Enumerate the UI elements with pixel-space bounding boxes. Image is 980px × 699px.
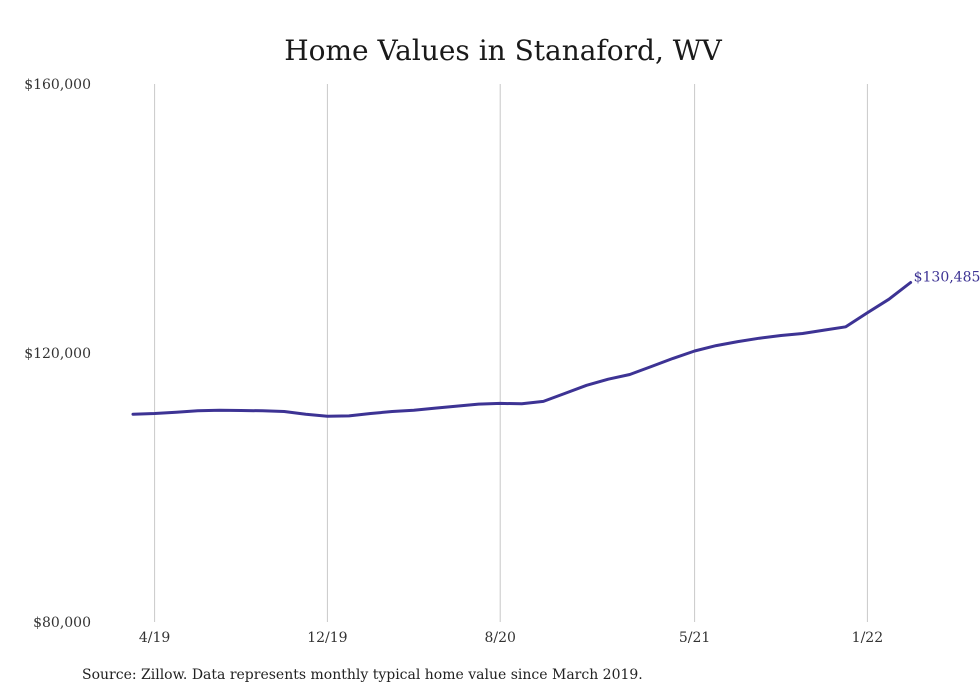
end-value-label: $130,485 [914, 269, 980, 285]
y-tick-label: $160,000 [24, 77, 91, 93]
x-tick-label: 1/22 [852, 630, 883, 646]
x-tick-label: 5/21 [679, 630, 710, 646]
x-tick-label: 8/20 [484, 630, 515, 646]
y-axis: $80,000 $120,000 $160,000 [24, 77, 91, 631]
y-tick-label: $120,000 [24, 346, 91, 362]
x-tick-label: 4/19 [139, 630, 170, 646]
x-tick-label: 12/19 [307, 630, 347, 646]
annotation-layer: $130,485 [914, 269, 980, 285]
grid [154, 84, 868, 622]
series-layer [131, 281, 913, 418]
chart-title: Home Values in Stanaford, WV [284, 34, 722, 67]
x-axis: 4/19 12/19 8/20 5/21 1/22 [139, 630, 883, 646]
y-tick-label: $80,000 [33, 615, 91, 631]
source-note: Source: Zillow. Data represents monthly … [82, 667, 643, 683]
series-line-0 [131, 281, 913, 418]
